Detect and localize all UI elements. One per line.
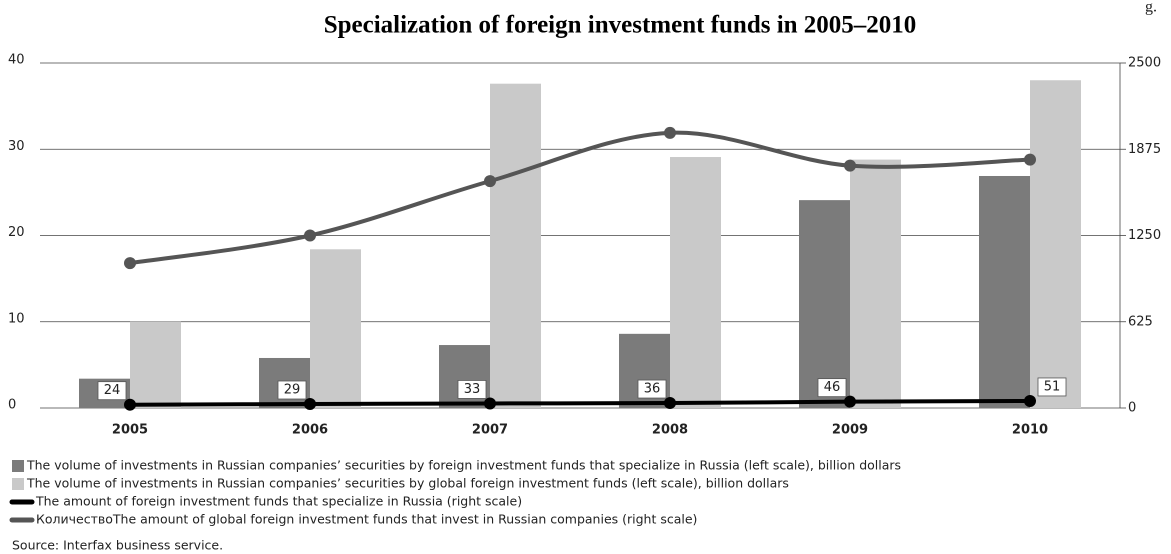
y-tick-label: 10 [8, 311, 25, 326]
label-box [817, 378, 847, 398]
y2-tick-label: 1875 [1128, 142, 1161, 157]
data-label: 36 [644, 382, 661, 397]
data-label: 51 [1044, 379, 1061, 394]
bar [310, 249, 361, 408]
x-tick-label: 2008 [652, 423, 688, 438]
x-tick-label: 2007 [472, 423, 508, 438]
point [1024, 153, 1036, 166]
point [304, 229, 316, 242]
data-label: 29 [284, 382, 301, 397]
x-tick-label: 2006 [292, 423, 328, 438]
line [129, 130, 1031, 266]
source: Source: Interfax business service. [12, 538, 223, 553]
line [129, 398, 1031, 407]
legend-label: КоличествоThe amount of global foreign i… [36, 512, 697, 527]
label-box [1037, 377, 1067, 397]
bar [490, 83, 541, 408]
legend-swatch [12, 478, 24, 490]
y-tick-label: 20 [8, 225, 25, 240]
x-tick-label: 2009 [832, 423, 868, 438]
x-tick-label: 2005 [112, 423, 148, 438]
point [304, 397, 316, 410]
point [484, 175, 496, 188]
point [664, 397, 676, 410]
label-box [637, 379, 667, 399]
corner-label: g. [1145, 0, 1157, 16]
bar [130, 321, 181, 408]
point [124, 398, 136, 411]
legend-label: The amount of foreign investment funds t… [35, 494, 522, 509]
y-tick-label: 30 [8, 139, 25, 154]
data-label: 33 [464, 382, 481, 397]
data-label: 46 [824, 380, 841, 395]
bar [979, 175, 1030, 408]
bar [799, 200, 850, 408]
label-box [457, 380, 487, 399]
chart-title: Specialization of foreign investment fun… [324, 12, 917, 39]
bar [670, 157, 721, 408]
data-label: 24 [104, 383, 121, 398]
y2-tick-label: 2500 [1128, 56, 1161, 71]
label-box [277, 380, 307, 400]
point [124, 257, 136, 270]
y-tick-label: 40 [8, 53, 25, 68]
bar [850, 159, 901, 408]
y-tick-label: 0 [8, 398, 16, 413]
y2-tick-label: 0 [1128, 401, 1136, 416]
point [844, 159, 856, 172]
bar [1030, 80, 1081, 408]
point [1024, 394, 1036, 407]
point [844, 395, 856, 408]
y2-tick-label: 1250 [1128, 228, 1161, 243]
legend-label: The volume of investments in Russian com… [26, 458, 901, 473]
y2-tick-label: 625 [1128, 314, 1153, 329]
point [484, 397, 496, 410]
legend-swatch [12, 460, 24, 472]
point [664, 126, 676, 139]
x-tick-label: 2010 [1012, 423, 1048, 438]
legend-label: The volume of investments in Russian com… [26, 476, 789, 491]
label-box [97, 381, 127, 401]
